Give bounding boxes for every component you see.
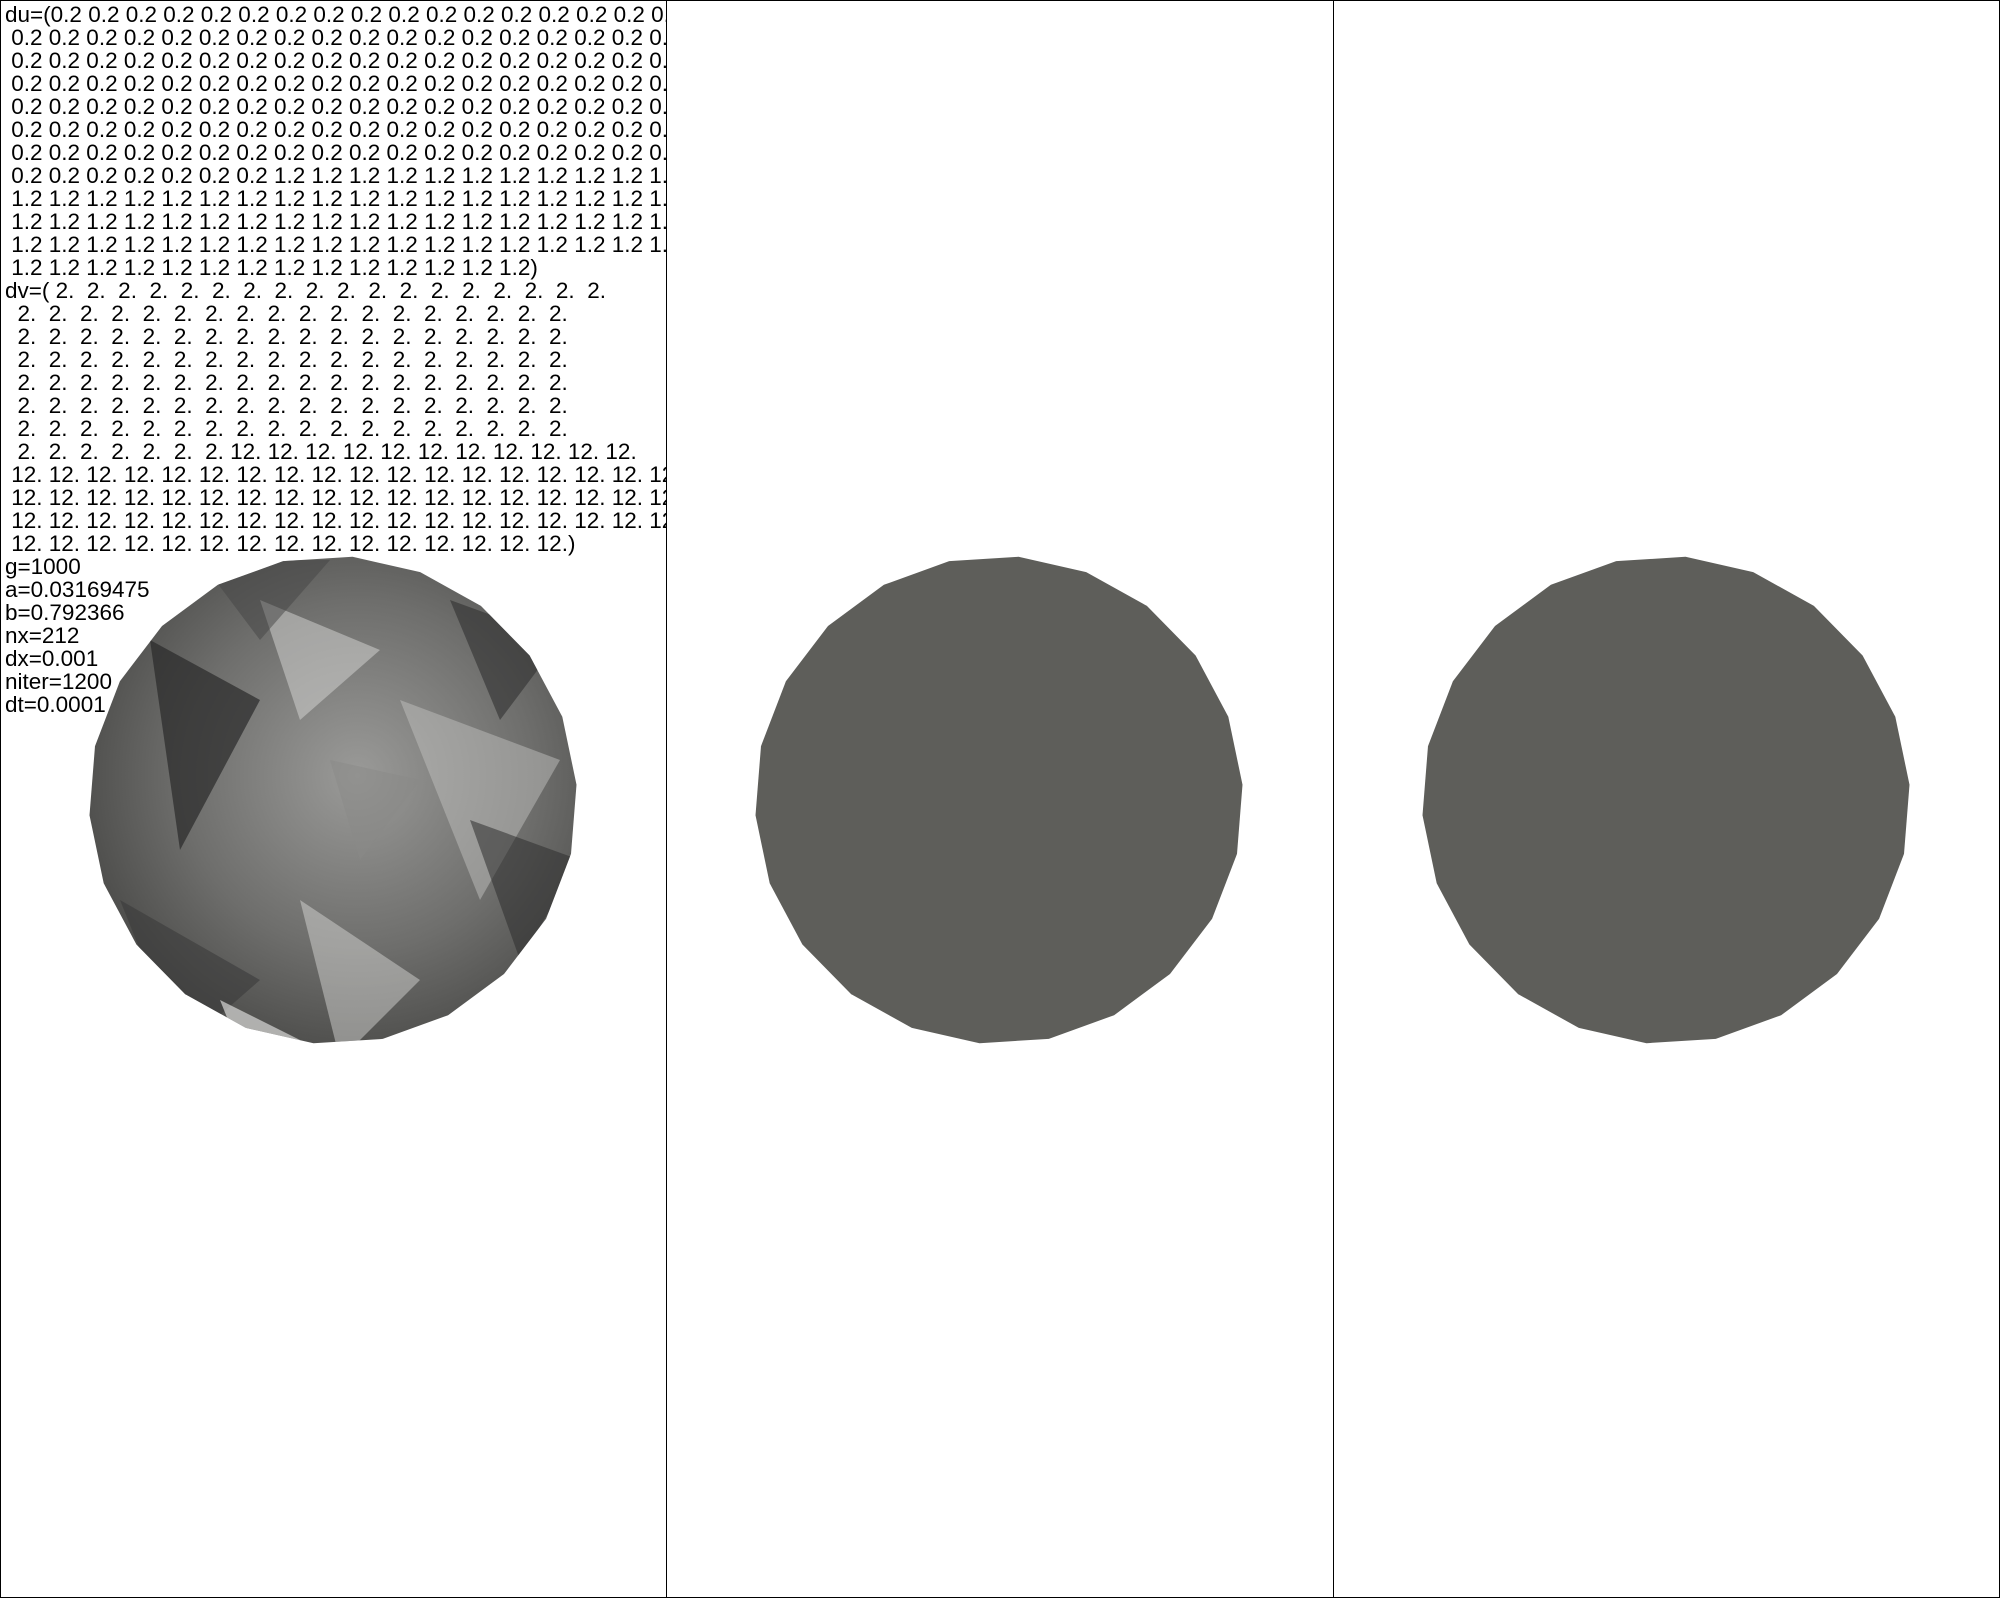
facet bbox=[470, 820, 577, 960]
text-line: dv=( 2. 2. 2. 2. 2. 2. 2. 2. 2. 2. 2. 2.… bbox=[5, 278, 606, 303]
sphere-flat bbox=[755, 556, 1243, 1044]
text-line: 1.2 1.2 1.2 1.2 1.2 1.2 1.2 1.2 1.2 1.2 … bbox=[5, 232, 667, 257]
text-line: 2. 2. 2. 2. 2. 2. 2. 2. 2. 2. 2. 2. 2. 2… bbox=[5, 416, 568, 441]
sphere-facets bbox=[120, 560, 577, 1044]
text-line: 2. 2. 2. 2. 2. 2. 2. 2. 2. 2. 2. 2. 2. 2… bbox=[5, 347, 568, 372]
text-line: 12. 12. 12. 12. 12. 12. 12. 12. 12. 12. … bbox=[5, 462, 667, 487]
text-line: dx=0.001 bbox=[5, 646, 99, 671]
viewport-middle bbox=[666, 0, 1334, 1598]
text-line: 0.2 0.2 0.2 0.2 0.2 0.2 0.2 1.2 1.2 1.2 … bbox=[5, 163, 667, 188]
viewport-left: du=(0.2 0.2 0.2 0.2 0.2 0.2 0.2 0.2 0.2 … bbox=[0, 0, 667, 1598]
viewport-right bbox=[1333, 0, 2000, 1598]
facet bbox=[200, 560, 330, 640]
text-line: 12. 12. 12. 12. 12. 12. 12. 12. 12. 12. … bbox=[5, 531, 576, 556]
facet bbox=[300, 900, 420, 1044]
text-line: 0.2 0.2 0.2 0.2 0.2 0.2 0.2 0.2 0.2 0.2 … bbox=[5, 117, 667, 142]
text-line: a=0.03169475 bbox=[5, 577, 150, 602]
text-line: 1.2 1.2 1.2 1.2 1.2 1.2 1.2 1.2 1.2 1.2 … bbox=[5, 186, 667, 211]
text-line: 0.2 0.2 0.2 0.2 0.2 0.2 0.2 0.2 0.2 0.2 … bbox=[5, 25, 667, 50]
text-line: nx=212 bbox=[5, 623, 80, 648]
text-line: 2. 2. 2. 2. 2. 2. 2. 2. 2. 2. 2. 2. 2. 2… bbox=[5, 393, 568, 418]
text-line: 12. 12. 12. 12. 12. 12. 12. 12. 12. 12. … bbox=[5, 485, 667, 510]
text-line: 2. 2. 2. 2. 2. 2. 2. 12. 12. 12. 12. 12.… bbox=[5, 439, 637, 464]
text-line: 2. 2. 2. 2. 2. 2. 2. 2. 2. 2. 2. 2. 2. 2… bbox=[5, 370, 568, 395]
text-line: niter=1200 bbox=[5, 669, 112, 694]
text-line: b=0.792366 bbox=[5, 600, 125, 625]
facet bbox=[150, 640, 260, 850]
facet bbox=[120, 900, 260, 1044]
text-line: 1.2 1.2 1.2 1.2 1.2 1.2 1.2 1.2 1.2 1.2 … bbox=[5, 255, 538, 280]
overlay-text: du=(0.2 0.2 0.2 0.2 0.2 0.2 0.2 0.2 0.2 … bbox=[5, 3, 667, 716]
text-line: g=1000 bbox=[5, 554, 81, 579]
text-line: 2. 2. 2. 2. 2. 2. 2. 2. 2. 2. 2. 2. 2. 2… bbox=[5, 301, 568, 326]
text-line: 2. 2. 2. 2. 2. 2. 2. 2. 2. 2. 2. 2. 2. 2… bbox=[5, 324, 568, 349]
text-line: du=(0.2 0.2 0.2 0.2 0.2 0.2 0.2 0.2 0.2 … bbox=[5, 3, 667, 27]
text-line: 1.2 1.2 1.2 1.2 1.2 1.2 1.2 1.2 1.2 1.2 … bbox=[5, 209, 667, 234]
sphere-flat bbox=[1422, 556, 1910, 1044]
text-line: dt=0.0001 bbox=[5, 692, 106, 716]
facet bbox=[400, 700, 560, 900]
facet bbox=[330, 760, 420, 860]
text-line: 0.2 0.2 0.2 0.2 0.2 0.2 0.2 0.2 0.2 0.2 … bbox=[5, 94, 667, 119]
text-line: 0.2 0.2 0.2 0.2 0.2 0.2 0.2 0.2 0.2 0.2 … bbox=[5, 140, 667, 165]
text-line: 0.2 0.2 0.2 0.2 0.2 0.2 0.2 0.2 0.2 0.2 … bbox=[5, 48, 667, 73]
text-line: 12. 12. 12. 12. 12. 12. 12. 12. 12. 12. … bbox=[5, 508, 667, 533]
text-line: 0.2 0.2 0.2 0.2 0.2 0.2 0.2 0.2 0.2 0.2 … bbox=[5, 71, 667, 96]
facet bbox=[260, 600, 380, 720]
